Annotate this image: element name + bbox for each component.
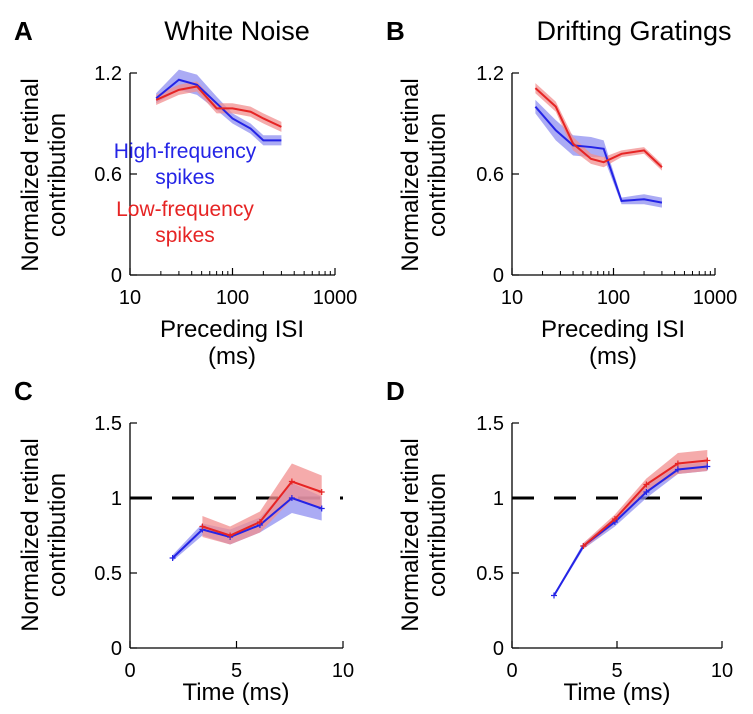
data-point-marker [288,495,295,501]
series-error-band-high [554,462,708,597]
x-axis-label-line: Preceding ISI [160,316,304,343]
series-line-high [171,496,323,559]
legend-entry-line: spikes [155,224,215,247]
series-error-band-low [583,450,708,549]
y-axis-label: Normalized retinalcontribution [397,438,451,631]
x-tick-label: 5 [231,660,242,682]
panel-title: Drifting Gratings [536,16,731,46]
data-point-marker [227,532,234,539]
series-line-low [534,87,663,168]
y-tick-label: 1.5 [94,413,122,435]
y-axis-label-line: contribution [44,473,71,597]
data-point-marker [199,523,206,530]
x-axis-label-line: Time (ms) [182,679,289,706]
x-axis-label: Time (ms) [182,679,289,706]
data-point-marker [288,478,295,485]
x-tick-label: 10 [332,660,354,682]
y-tick-label: 0.5 [94,563,122,585]
panel-c: C Normalized retinalcontribution Time (ms)… [14,376,354,706]
x-axis-label-line: (ms) [208,343,256,370]
data-point-marker [256,519,263,525]
y-tick-label: 0 [111,265,122,287]
x-tick-label: 10 [119,287,141,309]
panel-letter: A [14,16,33,46]
data-point-marker [643,489,650,495]
x-axis-label-line: (ms) [589,343,637,370]
data-point-marker [611,516,618,522]
y-axis-label-line: contribution [424,113,451,237]
series-line-low [155,85,282,128]
y-axis-label-line: Normalized retinal [397,78,424,271]
series-line-high [155,78,282,142]
data-point-marker [318,489,325,495]
y-tick-label: 0.6 [94,164,122,186]
data-point-marker [551,592,557,599]
y-tick-label: 0 [493,265,504,287]
legend-entry-line: spikes [155,166,215,189]
x-axis-label-line: Time (ms) [563,679,670,706]
x-axis-label: Preceding ISI (ms) [160,316,304,370]
x-tick-label: 1000 [693,287,738,309]
panel-letter: D [386,376,405,406]
data-point-marker [704,463,711,470]
legend-entry: High-frequency spikes [114,140,257,189]
x-tick-label: 10 [711,660,733,682]
y-tick-label: 1.2 [476,63,504,85]
x-tick-label: 1000 [313,287,358,309]
y-tick-label: 0 [111,638,122,660]
x-tick-label: 0 [506,660,517,682]
data-point-marker [580,543,587,549]
panel-d: D Normalized retinalcontribution Time (ms)… [386,376,733,706]
y-axis-label: Normalized retinalcontribution [17,78,71,271]
y-tick-label: 1 [111,488,122,510]
series-line-high [534,106,663,204]
data-point-marker [643,481,650,488]
x-tick-label: 100 [216,287,249,309]
y-axis-label-line: Normalized retinal [17,78,44,271]
y-axis-label-line: Normalized retinal [17,438,44,631]
x-tick-label: 100 [597,287,630,309]
y-tick-label: 0.5 [476,563,504,585]
data-point-marker [169,555,176,561]
data-point-marker [674,466,681,473]
y-axis-label-line: contribution [424,473,451,597]
y-axis-label-line: Normalized retinal [397,438,424,631]
data-point-marker [318,505,325,512]
series-line-high [553,465,708,597]
panel-letter: C [14,376,33,406]
y-tick-label: 0.6 [476,164,504,186]
y-axis-label-line: contribution [44,113,71,237]
y-axis-label: Normalized retinalcontribution [17,438,71,631]
x-axis-label: Preceding ISI (ms) [541,316,685,370]
y-tick-label: 0 [493,638,504,660]
panel-a: A White Noise Normalized retinalcontributi… [14,16,357,370]
y-tick-label: 1 [493,488,504,510]
panel-letter: B [386,16,405,46]
legend-entry-line: High-frequency [114,140,257,163]
panel-b: B Drifting Gratings Normalized retinalcont… [386,16,737,370]
x-tick-label: 5 [611,660,622,682]
x-axis-label-line: Preceding ISI [541,316,685,343]
y-tick-label: 1.5 [476,413,504,435]
legend-entry: Low-frequency spikes [116,198,254,247]
legend-entry-line: Low-frequency [116,198,254,221]
series-error-band-high [535,99,662,208]
x-tick-label: 0 [124,660,135,682]
data-point-marker [704,457,711,464]
y-axis-label: Normalized retinalcontribution [397,78,451,271]
x-tick-label: 10 [501,287,523,309]
y-tick-label: 1.2 [94,63,122,85]
panel-title: White Noise [164,16,310,46]
x-axis-label: Time (ms) [563,679,670,706]
data-point-marker [674,460,681,467]
